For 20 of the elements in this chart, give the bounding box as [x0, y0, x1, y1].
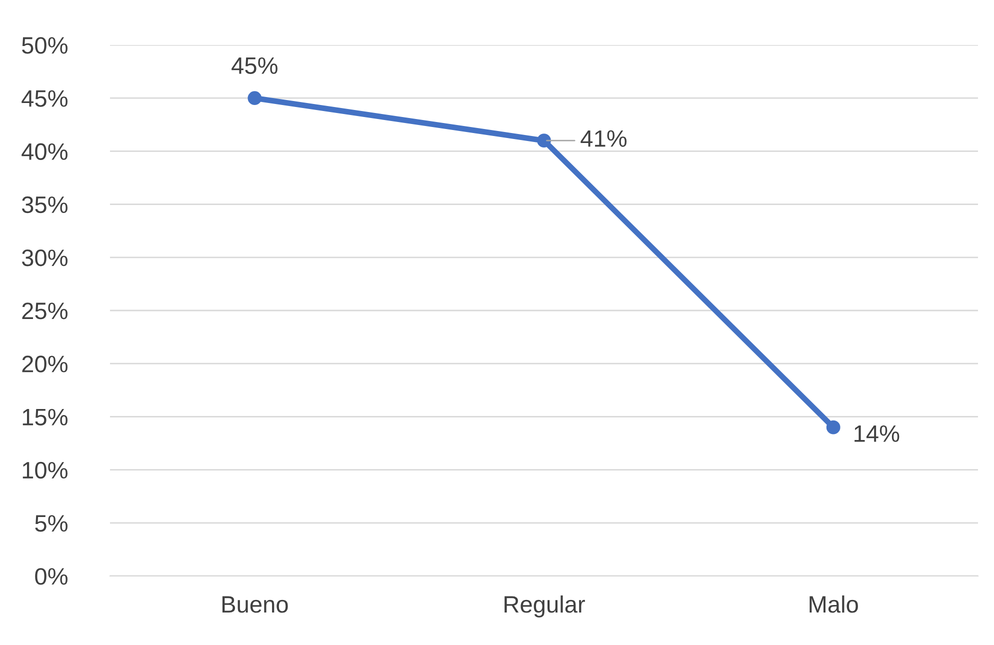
data-label: 45% [232, 57, 278, 74]
y-tick-label: 25% [22, 302, 68, 320]
point [248, 91, 262, 106]
y-tick-label: 50% [22, 37, 68, 54]
y-tick-label: 10% [22, 462, 68, 479]
point [826, 420, 840, 434]
y-tick-label: 30% [22, 249, 68, 266]
x-tick-label: Bueno [222, 596, 288, 613]
point [537, 134, 551, 148]
y-tick-label: 40% [22, 143, 68, 160]
x-tick-label: Regular [504, 595, 585, 618]
x-tick-label: Malo [810, 595, 858, 613]
y-tick-label: 35% [22, 196, 68, 214]
y-tick-label: 0% [35, 568, 68, 585]
y-tick-label: 5% [35, 515, 68, 532]
data-label: 14% [854, 425, 900, 442]
y-tick-label: 45% [22, 90, 68, 107]
data-label: 41% [580, 130, 627, 147]
y-tick-label: 20% [22, 356, 68, 372]
y-tick-label: 15% [22, 408, 68, 426]
